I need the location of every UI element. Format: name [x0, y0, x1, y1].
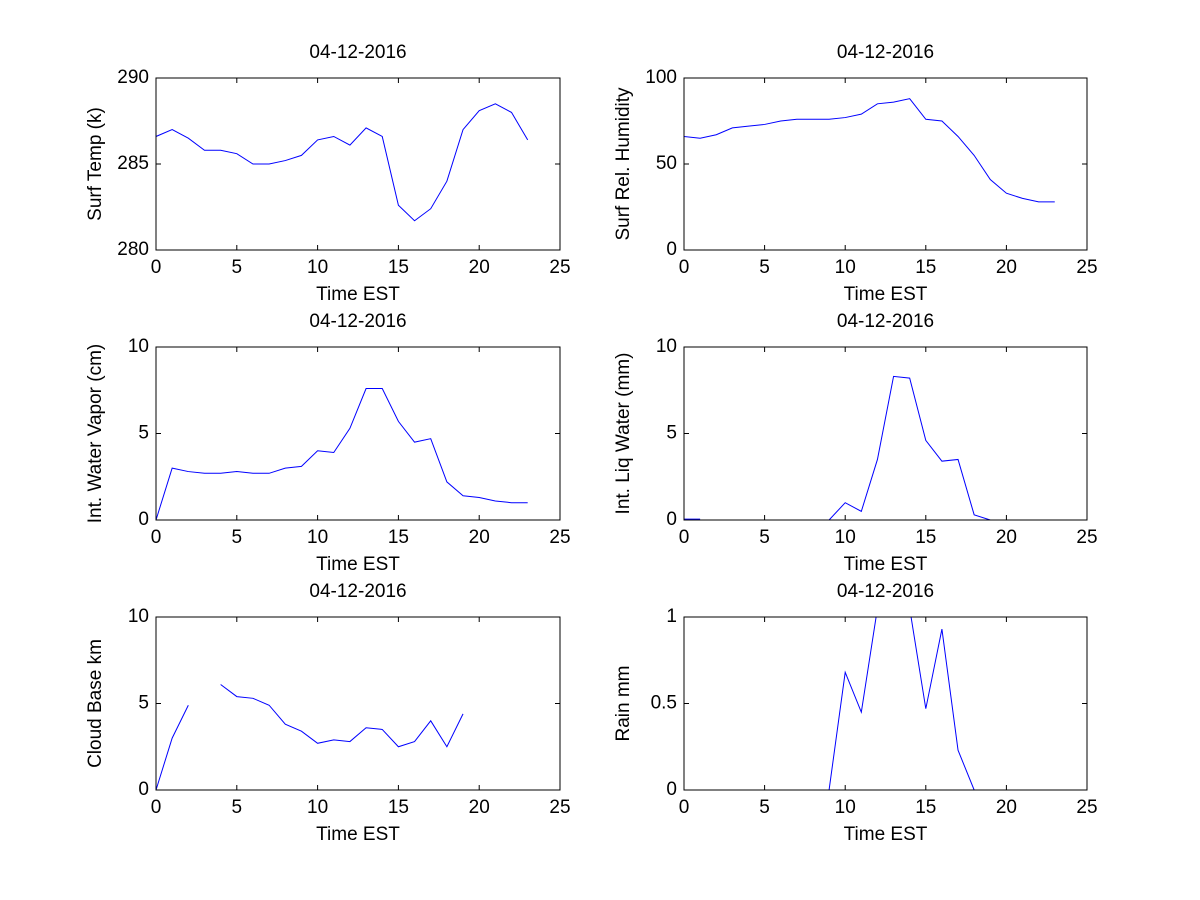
y-tick-label: 100	[645, 67, 677, 88]
y-tick-label: 280	[117, 239, 149, 260]
y-tick-label: 0	[666, 239, 677, 260]
x-axis-label: Time EST	[316, 284, 400, 305]
x-tick-label: 10	[835, 257, 856, 278]
x-axis-label: Time EST	[844, 554, 928, 575]
x-tick-label: 10	[307, 797, 328, 818]
x-tick-label: 20	[996, 797, 1017, 818]
x-tick-label: 10	[307, 257, 328, 278]
y-tick-label: 10	[656, 336, 677, 357]
subplot-title: 04-12-2016	[309, 311, 406, 332]
x-tick-label: 10	[835, 527, 856, 548]
y-tick-label: 10	[128, 336, 149, 357]
subplot-title: 04-12-2016	[837, 42, 934, 63]
x-tick-label: 5	[759, 527, 770, 548]
axes-frame	[155, 77, 561, 251]
x-tick-label: 15	[388, 257, 409, 278]
subplot-title: 04-12-2016	[309, 581, 406, 602]
plot-area	[156, 617, 560, 790]
axes-frame	[155, 616, 561, 791]
x-tick-label: 10	[835, 797, 856, 818]
x-tick-label: 5	[232, 797, 243, 818]
axes-frame	[155, 346, 561, 521]
x-tick-label: 5	[232, 257, 243, 278]
y-tick-label: 285	[117, 153, 149, 174]
subplot: 0 5 10 15 20 25 0 50 100 04-12-2016 Time EST Surf R…	[613, 42, 1098, 305]
x-axis-label: Time EST	[316, 824, 400, 845]
y-tick-label: 0.5	[651, 693, 677, 714]
y-axis-label: Surf Rel. Humidity	[613, 87, 634, 241]
axes-frame	[683, 77, 1088, 251]
data-line	[156, 684, 464, 790]
x-tick-label: 15	[388, 527, 409, 548]
x-axis-label: Time EST	[316, 554, 400, 575]
subplot: 0 5 10 15 20 25 280 285 290 04-12-2016 Time EST Sur…	[85, 42, 571, 305]
subplot: 0 5 10 15 20 25 0 0.5 1 04-12-2016 Time EST Rain mm	[613, 581, 1098, 845]
plot-area	[684, 617, 1087, 790]
x-tick-label: 15	[388, 797, 409, 818]
y-tick-label: 5	[666, 423, 677, 444]
x-tick-label: 25	[549, 527, 570, 548]
y-tick-label: 5	[138, 693, 149, 714]
plot-area	[156, 347, 560, 520]
subplot: 0 5 10 15 20 25 0 5 10 04-12-2016 Time EST Int. Liq…	[613, 311, 1098, 575]
subplot: 0 5 10 15 20 25 0 5 10 04-12-2016 Time EST Int. Wat…	[85, 311, 571, 575]
data-line	[684, 375, 991, 520]
x-tick-label: 0	[151, 257, 162, 278]
y-axis-label: Surf Temp (k)	[85, 107, 106, 221]
x-tick-label: 20	[996, 257, 1017, 278]
axes-frame	[683, 616, 1088, 791]
plot-area	[684, 347, 1087, 520]
y-axis-label: Rain mm	[613, 665, 634, 741]
subplot-title: 04-12-2016	[309, 42, 406, 63]
x-tick-label: 0	[679, 527, 690, 548]
y-tick-label: 10	[128, 606, 149, 627]
y-tick-label: 0	[666, 509, 677, 530]
y-tick-label: 0	[666, 779, 677, 800]
subplot-title: 04-12-2016	[837, 311, 934, 332]
y-tick-label: 290	[117, 67, 149, 88]
x-tick-label: 25	[1076, 527, 1097, 548]
x-tick-label: 25	[549, 797, 570, 818]
y-axis-label: Int. Liq Water (mm)	[613, 353, 634, 515]
x-tick-label: 20	[469, 257, 490, 278]
data-line	[156, 388, 528, 520]
y-tick-label: 0	[138, 779, 149, 800]
x-axis-label: Time EST	[844, 284, 928, 305]
y-tick-label: 1	[666, 606, 677, 627]
y-axis-label: Cloud Base km	[85, 639, 106, 768]
x-tick-label: 20	[996, 527, 1017, 548]
y-tick-label: 50	[656, 153, 677, 174]
x-tick-label: 0	[151, 797, 162, 818]
axes-frame	[683, 346, 1088, 521]
x-tick-label: 15	[915, 257, 936, 278]
plot-area	[684, 78, 1087, 250]
data-line	[828, 617, 975, 790]
x-tick-label: 5	[232, 527, 243, 548]
x-tick-label: 5	[759, 797, 770, 818]
x-tick-label: 0	[151, 527, 162, 548]
x-tick-label: 20	[469, 527, 490, 548]
x-tick-label: 5	[759, 257, 770, 278]
data-line	[156, 103, 529, 222]
subplot: 0 5 10 15 20 25 0 5 10 04-12-2016 Time EST Cloud Ba…	[85, 581, 571, 845]
x-tick-label: 0	[679, 797, 690, 818]
y-tick-label: 5	[138, 423, 149, 444]
plot-area	[156, 78, 560, 250]
x-tick-label: 20	[469, 797, 490, 818]
x-tick-label: 25	[1076, 257, 1097, 278]
x-tick-label: 10	[307, 527, 328, 548]
y-tick-label: 0	[138, 509, 149, 530]
x-tick-label: 0	[679, 257, 690, 278]
x-tick-label: 15	[915, 527, 936, 548]
subplot-title: 04-12-2016	[837, 581, 934, 602]
x-tick-label: 25	[549, 257, 570, 278]
y-axis-label: Int. Water Vapor (cm)	[85, 344, 106, 523]
x-axis-label: Time EST	[844, 824, 928, 845]
x-tick-label: 15	[915, 797, 936, 818]
x-tick-label: 25	[1076, 797, 1097, 818]
data-line	[684, 98, 1055, 203]
